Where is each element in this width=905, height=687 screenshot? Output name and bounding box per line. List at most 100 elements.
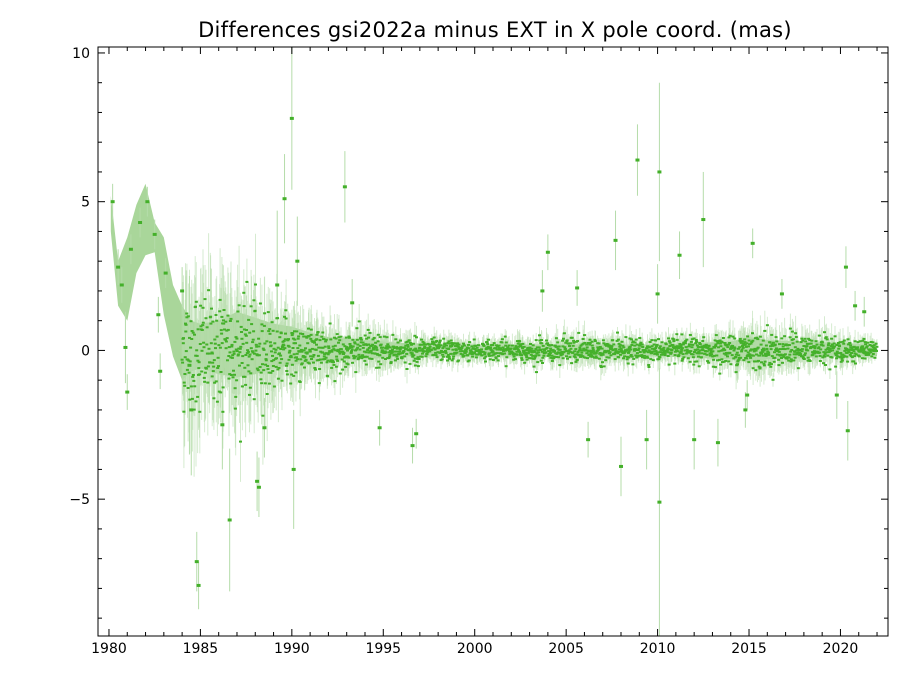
data-point [429,348,433,351]
data-point [528,348,532,351]
data-point [862,349,866,351]
data-point [369,350,373,353]
data-point [789,360,793,363]
data-point [840,359,844,362]
data-point [253,309,257,312]
data-point [359,338,363,341]
data-point [762,347,765,350]
data-point [827,351,831,354]
data-point [791,342,795,345]
data-point [715,441,720,445]
data-point [270,321,274,324]
data-point [507,344,511,347]
data-point [368,331,372,334]
data-point [598,346,602,348]
data-point [501,346,505,349]
data-point [188,336,191,339]
data-point [347,356,351,359]
data-point [439,344,443,347]
data-point [191,331,195,334]
data-point [823,331,826,334]
data-point [437,347,440,350]
data-point [384,351,388,354]
data-point [789,350,793,353]
data-point [859,348,863,351]
data-point [590,344,594,347]
data-point [556,341,560,344]
data-point [211,320,215,323]
data-point [417,349,421,352]
data-point [491,344,495,346]
data-point [794,336,798,338]
data-point [230,343,234,346]
data-point [693,351,696,353]
data-point [222,309,226,311]
data-point [335,355,339,358]
data-point [796,367,800,370]
data-point [708,354,712,357]
data-point [186,387,190,389]
data-point [307,327,310,330]
data-point [757,359,760,362]
data-point [540,350,544,353]
data-point [853,355,857,358]
data-point [546,342,550,345]
data-point [402,346,406,349]
data-point [639,341,643,344]
data-point [657,170,662,174]
data-point [245,352,249,355]
data-point [651,359,655,362]
data-point [760,348,764,351]
data-point [751,354,755,357]
data-point [842,339,846,342]
data-point [664,343,668,346]
data-point [226,314,230,317]
data-point [244,334,248,337]
data-point [305,352,309,355]
data-point [643,356,647,359]
data-point [541,356,545,359]
data-point [520,354,523,357]
data-point [422,342,426,345]
data-point [218,346,222,349]
data-point [363,359,367,362]
data-point [145,200,150,204]
data-point [336,359,340,362]
data-point [242,305,246,308]
data-point [580,351,584,354]
data-point [189,346,193,349]
data-point [586,438,591,442]
data-point [224,347,228,350]
data-point [213,381,217,384]
data-point [182,410,186,413]
data-point [272,359,276,362]
data-point [597,357,601,360]
data-point [639,342,643,345]
data-point [743,408,748,412]
data-point [360,357,364,360]
data-point [775,353,779,356]
data-point [228,320,232,322]
data-point [271,370,275,372]
data-point [545,250,550,254]
data-point [852,345,856,348]
data-point [737,347,740,350]
data-point [265,353,268,356]
data-point [745,393,750,397]
data-point [447,348,451,350]
data-point [305,336,309,339]
data-point [379,363,383,366]
data-point [295,259,300,263]
data-point [731,345,735,347]
data-point [375,348,379,351]
data-point [555,356,559,358]
data-point [504,341,508,344]
data-point [376,340,380,343]
data-point [289,116,294,120]
data-point [540,342,544,345]
data-point [573,350,577,353]
data-point [370,352,374,355]
data-point [857,355,861,358]
data-point [439,349,443,352]
